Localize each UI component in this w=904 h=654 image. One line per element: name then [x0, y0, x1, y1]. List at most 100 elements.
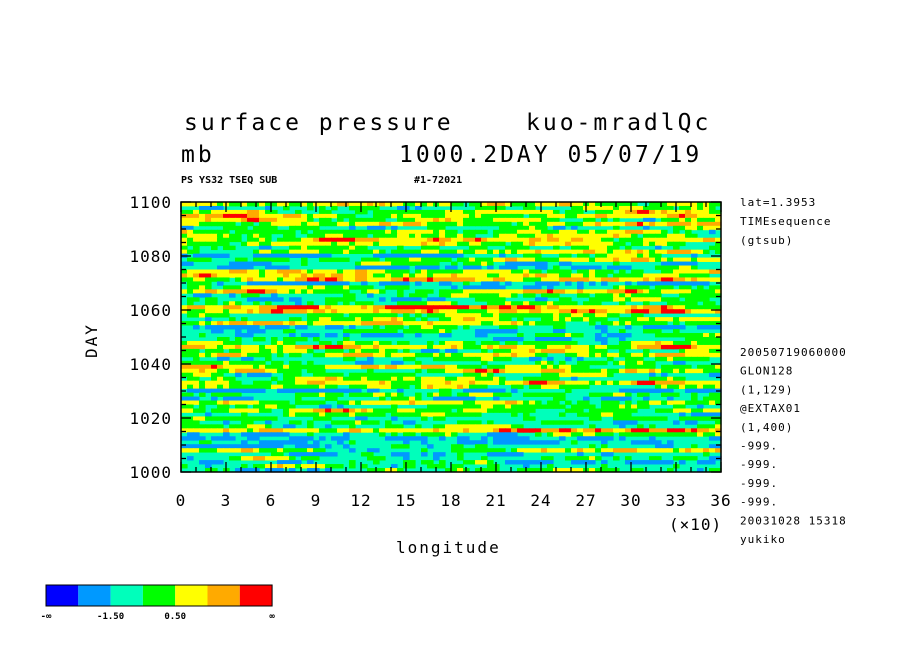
contour-cell — [325, 281, 332, 286]
contour-cell — [211, 305, 218, 310]
contour-cell — [571, 237, 578, 243]
contour-cell — [703, 384, 710, 390]
contour-cell — [499, 440, 506, 445]
contour-cell — [199, 217, 206, 223]
contour-cell — [373, 237, 380, 243]
contour-cell — [373, 253, 380, 258]
contour-cell — [469, 352, 476, 358]
contour-cell — [397, 205, 404, 211]
contour-cell — [697, 337, 704, 342]
contour-cell — [307, 217, 314, 223]
contour-cell — [547, 348, 554, 354]
contour-cell — [211, 416, 218, 421]
contour-cell — [403, 297, 410, 302]
contour-cell — [679, 241, 686, 247]
contour-cell — [349, 428, 356, 433]
contour-cell — [193, 245, 200, 251]
contour-cell — [259, 229, 266, 235]
contour-cell — [457, 436, 464, 441]
contour-cell — [373, 305, 380, 310]
contour-cell — [595, 428, 602, 433]
contour-cell — [697, 368, 704, 374]
contour-cell — [451, 400, 458, 405]
contour-cell — [631, 468, 638, 473]
contour-cell — [439, 333, 446, 338]
contour-cell — [517, 229, 524, 235]
contour-cell — [457, 468, 464, 473]
contour-cell — [361, 209, 368, 215]
contour-cell — [301, 464, 308, 469]
contour-cell — [481, 340, 488, 346]
contour-cell — [445, 265, 452, 270]
contour-cell — [337, 202, 344, 207]
contour-cell — [667, 317, 674, 322]
contour-cell — [409, 325, 416, 330]
contour-cell — [391, 225, 398, 231]
contour-cell — [199, 416, 206, 421]
contour-cell — [427, 329, 434, 334]
contour-cell — [613, 408, 620, 413]
contour-cell — [205, 372, 212, 378]
contour-cell — [241, 364, 248, 370]
contour-cell — [295, 452, 302, 457]
contour-cell — [367, 221, 374, 227]
contour-cell — [661, 340, 668, 346]
contour-cell — [601, 309, 608, 314]
contour-cell — [421, 293, 428, 298]
contour-cell — [211, 241, 218, 247]
contour-cell — [619, 249, 626, 255]
colorbar-swatch — [110, 585, 143, 606]
contour-cell — [337, 317, 344, 322]
contour-cell — [391, 202, 398, 207]
contour-cell — [229, 448, 236, 453]
contour-cell — [445, 428, 452, 433]
contour-cell — [277, 241, 284, 247]
contour-cell — [235, 225, 242, 231]
contour-cell — [433, 392, 440, 397]
contour-cell — [349, 348, 356, 354]
contour-cell — [229, 424, 236, 429]
contour-cell — [205, 297, 212, 302]
contour-cell — [343, 432, 350, 437]
contour-cell — [289, 337, 296, 342]
contour-cell — [607, 309, 614, 314]
contour-cell — [655, 428, 662, 433]
contour-cell — [409, 209, 416, 215]
contour-cell — [313, 368, 320, 374]
contour-cell — [553, 293, 560, 298]
contour-cell — [625, 368, 632, 374]
contour-cell — [217, 352, 224, 358]
contour-cell — [229, 444, 236, 449]
contour-cell — [313, 333, 320, 338]
contour-cell — [361, 277, 368, 282]
contour-cell — [649, 416, 656, 421]
contour-cell — [595, 221, 602, 227]
contour-cell — [715, 380, 722, 386]
contour-cell — [337, 388, 344, 393]
contour-cell — [589, 428, 596, 433]
contour-cell — [679, 285, 686, 290]
contour-cell — [643, 233, 650, 239]
contour-cell — [451, 340, 458, 346]
contour-cell — [403, 281, 410, 286]
contour-cell — [511, 424, 518, 429]
contour-cell — [649, 428, 656, 433]
contour-cell — [421, 325, 428, 330]
contour-cell — [301, 348, 308, 354]
contour-cell — [541, 257, 548, 262]
contour-cell — [385, 372, 392, 378]
contour-cell — [253, 293, 260, 298]
contour-cell — [679, 368, 686, 374]
contour-cell — [469, 400, 476, 405]
contour-cell — [361, 265, 368, 270]
contour-cell — [601, 273, 608, 278]
contour-cell — [403, 221, 410, 227]
contour-cell — [337, 348, 344, 354]
contour-cell — [439, 432, 446, 437]
contour-cell — [229, 408, 236, 413]
contour-cell — [229, 269, 236, 274]
contour-cell — [325, 213, 332, 219]
contour-cell — [535, 273, 542, 278]
contour-cell — [343, 241, 350, 247]
contour-cell — [199, 277, 206, 282]
